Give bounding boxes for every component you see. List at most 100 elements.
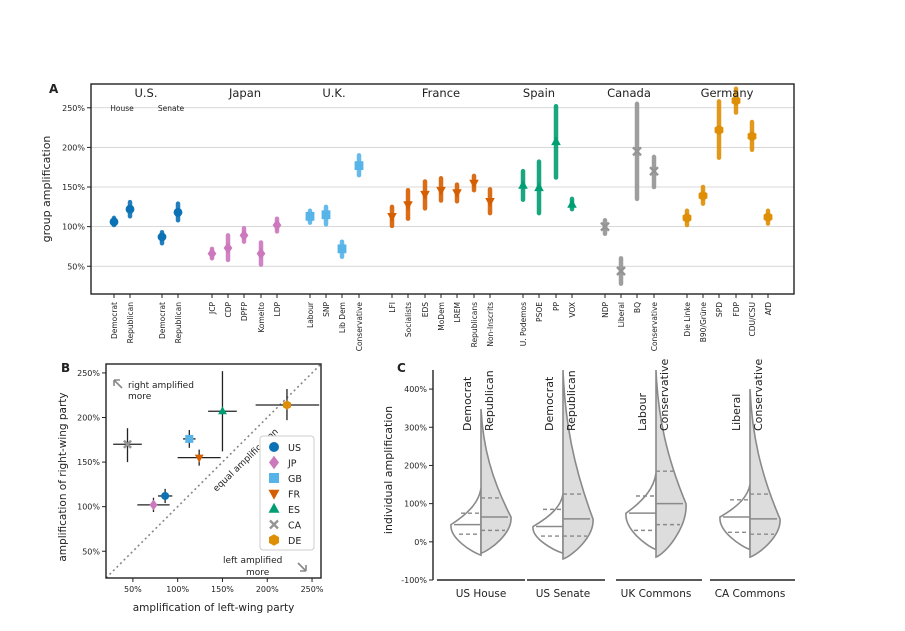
c-party-label-left: Liberal bbox=[730, 394, 743, 431]
b-legend-label: CA bbox=[288, 521, 302, 532]
a-y-axis-label: group amplification bbox=[40, 136, 53, 243]
b-y-tick-label: 100% bbox=[77, 503, 100, 512]
b-legend-label: ES bbox=[288, 505, 300, 516]
b-y-tick-label: 50% bbox=[82, 547, 100, 556]
b-point-de bbox=[283, 400, 291, 410]
c-party-label-right: Republican bbox=[565, 370, 578, 431]
b-x-tick-label: 50% bbox=[124, 585, 142, 594]
c-violin-right-half bbox=[749, 389, 781, 559]
c-party-label-left: Democrat bbox=[461, 376, 474, 431]
a-point-de bbox=[763, 212, 773, 223]
a-x-tick-label: LREM bbox=[453, 302, 462, 323]
c-violin-right-half bbox=[655, 369, 687, 559]
a-x-tick-label: LDP bbox=[273, 302, 282, 317]
b-legend-label: DE bbox=[288, 536, 301, 547]
b-x-axis-label: amplification of left-wing party bbox=[133, 602, 295, 614]
b-down-arrow-icon bbox=[297, 562, 307, 572]
b-legend-marker-gb bbox=[269, 473, 279, 483]
a-x-tick-label: BQ bbox=[633, 302, 642, 313]
a-point-de bbox=[698, 190, 708, 201]
a-point-ca bbox=[616, 266, 626, 276]
a-point-fr bbox=[420, 190, 430, 200]
a-point-jp bbox=[256, 247, 266, 260]
a-point-us bbox=[157, 232, 167, 242]
c-violin-left-half bbox=[532, 493, 564, 555]
a-x-tick-label: JCP bbox=[208, 302, 217, 315]
a-country-label: Japan bbox=[228, 86, 261, 100]
a-point-jp bbox=[272, 219, 282, 231]
a-point-ca bbox=[632, 146, 642, 157]
panel-c-chart: -100% 0% 100% 200% 300% 400% individual amplif… bbox=[382, 358, 795, 600]
a-x-tick-label: Democrat bbox=[110, 302, 119, 339]
c-party-label-right: Conservative bbox=[752, 358, 765, 431]
c-group-label: US Senate bbox=[536, 588, 590, 600]
a-sublabel-senate: Senate bbox=[158, 104, 185, 113]
c-y-tick-label: -100% bbox=[401, 576, 427, 585]
b-legend-marker-fr bbox=[268, 489, 280, 500]
b-annot-top-line2: more bbox=[128, 392, 152, 402]
a-point-es bbox=[551, 136, 561, 146]
a-x-tick-label: FDP bbox=[732, 302, 741, 317]
a-point-us bbox=[173, 207, 183, 217]
a-x-tick-label: B90/Grüne bbox=[699, 302, 708, 343]
b-point-es bbox=[218, 406, 227, 415]
panel-a-chart: 50% 100% 150% 200% 250% group amplification De… bbox=[40, 83, 795, 352]
a-x-tick-label: Socialists bbox=[404, 302, 413, 337]
a-x-tick-label: SNP bbox=[322, 302, 331, 317]
a-x-tick-label: VOX bbox=[568, 302, 577, 318]
a-country-label: U.K. bbox=[322, 86, 345, 100]
b-legend-marker-de bbox=[269, 534, 279, 546]
b-x-tick-label: 250% bbox=[301, 585, 324, 594]
b-y-axis-label: amplification of right-wing party bbox=[57, 392, 69, 561]
a-x-tick-label: DPFP bbox=[240, 302, 249, 322]
a-country-label: Canada bbox=[607, 86, 651, 100]
b-point-jp bbox=[149, 499, 158, 511]
b-legend-label: US bbox=[288, 443, 301, 454]
a-point-es bbox=[518, 179, 528, 189]
a-point-de bbox=[731, 95, 741, 106]
a-x-tick-label: LFI bbox=[388, 302, 397, 313]
a-x-tick-label: Republicans bbox=[470, 302, 479, 347]
a-point-gb bbox=[337, 244, 347, 254]
b-up-arrow-icon bbox=[113, 379, 123, 389]
b-x-tick-label: 100% bbox=[166, 585, 189, 594]
a-x-tick-label: Republican bbox=[126, 302, 135, 344]
c-y-tick-label: 400% bbox=[404, 385, 427, 394]
a-x-tick-label: SPD bbox=[715, 302, 724, 317]
b-y-tick-label: 150% bbox=[77, 458, 100, 467]
a-point-es bbox=[567, 199, 577, 208]
a-x-tick-label: EDS bbox=[421, 302, 430, 318]
a-y-tick-label: 150% bbox=[62, 183, 85, 192]
a-point-fr bbox=[469, 179, 479, 189]
a-x-tick-label: Labour bbox=[306, 301, 315, 328]
a-point-us bbox=[125, 204, 135, 214]
a-x-tick-label: Liberal bbox=[617, 302, 626, 327]
c-party-label-right: Conservative bbox=[658, 358, 671, 431]
a-point-gb bbox=[321, 210, 331, 220]
b-annot-bottom-line2: more bbox=[246, 568, 270, 578]
a-x-tick-label: CDU/CSU bbox=[748, 302, 757, 337]
a-x-tick-label: Conservative bbox=[355, 302, 364, 352]
a-x-tick-label: U. Podemos bbox=[519, 302, 528, 346]
c-party-label-right: Republican bbox=[483, 370, 496, 431]
a-x-tick-label: PSOE bbox=[535, 302, 544, 322]
a-point-fr bbox=[403, 201, 413, 210]
a-point-fr bbox=[485, 198, 495, 207]
a-y-tick-label: 50% bbox=[67, 262, 85, 271]
a-x-tick-label: CDP bbox=[224, 302, 233, 318]
b-legend-marker-jp bbox=[269, 455, 279, 470]
c-violin-left-half bbox=[625, 472, 657, 551]
b-point-ca bbox=[123, 439, 132, 449]
a-sublabel-house: House bbox=[110, 104, 134, 113]
b-legend-label: GB bbox=[288, 474, 302, 485]
b-y-tick-label: 200% bbox=[77, 414, 100, 423]
a-x-tick-label: AfD bbox=[764, 302, 773, 316]
b-legend-marker-ca bbox=[269, 519, 279, 530]
b-legend-label: FR bbox=[288, 490, 300, 501]
a-x-tick-label: NDP bbox=[601, 302, 610, 318]
b-legend-box bbox=[259, 435, 315, 551]
a-point-gb bbox=[305, 211, 315, 221]
a-point-jp bbox=[223, 242, 233, 254]
a-x-tick-label: PP bbox=[552, 302, 561, 312]
